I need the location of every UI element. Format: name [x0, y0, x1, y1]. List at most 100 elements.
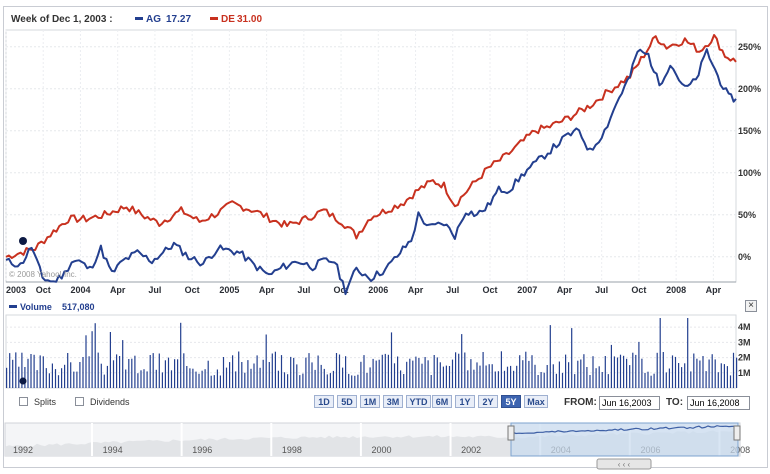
volume-bar — [537, 375, 539, 388]
range-button-ytd[interactable]: YTD — [406, 395, 431, 408]
navigator-scroll-thumb[interactable]: ‹ ‹ ‹ — [596, 458, 652, 470]
range-button-3m[interactable]: 3M — [383, 395, 403, 408]
volume-bar — [375, 360, 377, 388]
volume-bar — [277, 370, 279, 388]
volume-bar — [128, 359, 130, 388]
volume-bar — [351, 375, 353, 388]
volume-bar — [57, 375, 60, 388]
navigator-left-handle[interactable] — [507, 425, 515, 441]
volume-bar — [134, 355, 136, 388]
volume-bar — [711, 354, 713, 388]
ag-hover-marker — [19, 237, 27, 245]
price-chart[interactable]: 250% 200% 150% 100% 50% 0% 2003 Oct 2004 Apr Jul O… — [0, 0, 770, 300]
price-x-tick-label: Apr — [557, 285, 573, 295]
volume-bar — [708, 359, 710, 388]
volume-legend-swatch — [9, 305, 17, 308]
dividends-checkbox[interactable] — [75, 397, 84, 406]
price-x-tick-label: Oct — [185, 285, 200, 295]
ag-legend-swatch — [135, 17, 143, 20]
series-line-de — [5, 34, 737, 259]
dividends-label: Dividends — [90, 397, 130, 407]
volume-bar — [455, 352, 457, 388]
volume-bar — [167, 357, 170, 388]
volume-bar — [580, 359, 582, 388]
navigator-right-handle[interactable] — [733, 425, 741, 441]
volume-bar — [45, 368, 47, 388]
volume-bar — [15, 352, 17, 388]
volume-bar — [445, 365, 447, 388]
volume-bar — [216, 369, 218, 388]
price-x-tick-label: 2003 — [6, 285, 26, 295]
volume-bar — [534, 364, 536, 388]
volume-bar — [314, 369, 316, 388]
navigator-selection[interactable] — [510, 422, 739, 457]
range-button-2y[interactable]: 2Y — [478, 395, 498, 408]
price-grid — [5, 29, 737, 283]
volume-bar — [189, 368, 191, 388]
volume-bar — [262, 359, 264, 388]
volume-bar — [250, 368, 252, 388]
week-label: Week of Dec 1, 2003 : — [11, 14, 113, 25]
volume-bar — [213, 375, 215, 388]
volume-bar — [568, 362, 570, 388]
volume-bar — [571, 328, 573, 388]
close-volume-button[interactable]: × — [745, 300, 757, 312]
volume-bar — [232, 355, 234, 388]
volume-bar — [235, 371, 237, 388]
copyright-watermark: © 2008 Yahoo! Inc. — [9, 270, 77, 279]
volume-bar — [106, 365, 108, 388]
volume-bar — [458, 353, 460, 388]
volume-bar — [577, 360, 579, 388]
volume-bar — [543, 372, 545, 388]
price-x-tick-label: Apr — [259, 285, 275, 295]
volume-bar — [335, 353, 338, 388]
volume-bar — [540, 372, 542, 388]
range-button-max[interactable]: Max — [524, 395, 548, 408]
volume-bar — [198, 373, 200, 388]
range-button-1d[interactable]: 1D — [314, 395, 334, 408]
volume-bar — [283, 372, 286, 388]
range-button-6m[interactable]: 6M — [432, 395, 452, 408]
volume-bar — [671, 355, 674, 388]
from-date-input[interactable] — [599, 396, 660, 410]
volume-bar — [97, 352, 99, 388]
range-button-5y[interactable]: 5Y — [501, 395, 521, 408]
range-button-1y[interactable]: 1Y — [455, 395, 475, 408]
to-date-input[interactable] — [687, 396, 750, 410]
range-button-5d[interactable]: 5D — [337, 395, 357, 408]
volume-bar — [427, 360, 429, 388]
volume-bar — [256, 355, 258, 388]
price-y-tick-label: 100% — [738, 168, 761, 178]
volume-bar — [268, 362, 270, 388]
volume-bar — [451, 359, 454, 388]
volume-bar — [342, 367, 344, 388]
volume-bar — [195, 371, 197, 388]
volume-bar — [6, 367, 8, 388]
volume-bar — [67, 353, 69, 388]
navigator-selection-line — [512, 425, 736, 435]
volume-bar — [690, 371, 692, 388]
splits-checkbox[interactable] — [19, 397, 28, 406]
price-x-tick-label: 2006 — [368, 285, 388, 295]
volume-bar — [574, 374, 576, 388]
volume-bar — [433, 355, 435, 388]
volume-bar — [461, 334, 463, 388]
volume-bar — [119, 356, 121, 388]
volume-bar — [326, 374, 328, 388]
volume-bar — [558, 361, 560, 388]
volume-bar — [516, 365, 518, 388]
volume-legend-label: Volume — [20, 302, 52, 312]
volume-bar — [467, 370, 469, 388]
volume-bar — [296, 364, 298, 388]
volume-bar — [201, 370, 203, 388]
price-y-tick-label: 150% — [738, 126, 761, 136]
range-button-1m[interactable]: 1M — [360, 395, 380, 408]
volume-bar — [79, 362, 81, 388]
volume-bar — [18, 366, 20, 388]
volume-bar — [259, 367, 261, 388]
volume-chart[interactable]: Volume 517,080 4M 3M 2M 1M — [0, 0, 770, 395]
volume-bar — [82, 357, 84, 388]
navigator-scroll-thumb-box[interactable] — [596, 458, 652, 470]
volume-bar — [687, 318, 689, 388]
